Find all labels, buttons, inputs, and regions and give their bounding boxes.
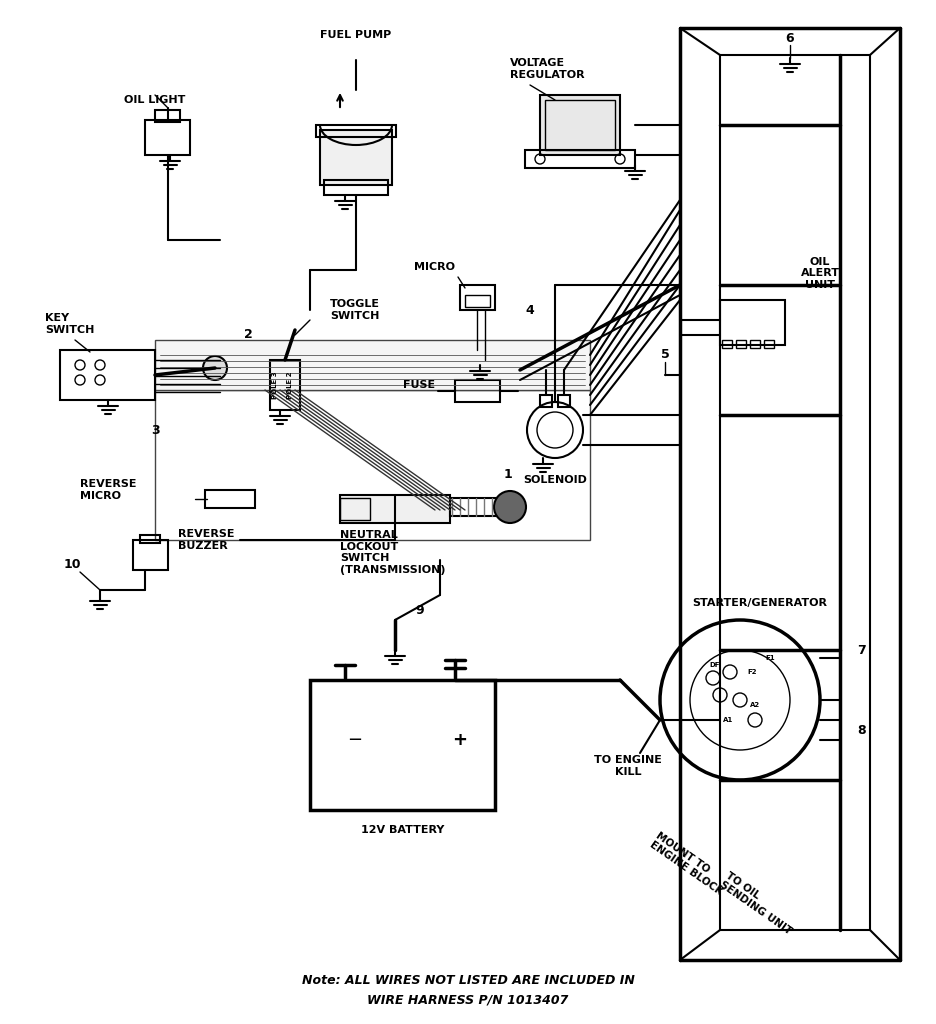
Text: +: + — [452, 731, 467, 749]
Bar — [465, 295, 490, 307]
Text: 7: 7 — [857, 643, 867, 656]
Text: 4: 4 — [526, 303, 534, 316]
Text: F2: F2 — [747, 669, 756, 675]
Bar — [310, 680, 495, 810]
Bar — [450, 498, 505, 516]
Bar — [133, 540, 168, 570]
Text: NEUTRAL
LOCKOUT
SWITCH
(TRANSMISSION): NEUTRAL LOCKOUT SWITCH (TRANSMISSION) — [340, 530, 446, 574]
Text: TO ENGINE
KILL: TO ENGINE KILL — [594, 755, 662, 776]
Text: SOLENOID: SOLENOID — [523, 475, 587, 485]
Bar — [324, 180, 388, 195]
Text: 8: 8 — [857, 724, 867, 736]
Text: POLE 3: POLE 3 — [272, 371, 278, 398]
Text: OIL
ALERT
UNIT: OIL ALERT UNIT — [800, 257, 840, 290]
Text: FUEL PUMP: FUEL PUMP — [320, 30, 391, 40]
Text: −: − — [347, 731, 362, 749]
Text: KEY
SWITCH: KEY SWITCH — [45, 313, 95, 335]
Text: REVERSE
MICRO: REVERSE MICRO — [80, 479, 137, 501]
Bar — [320, 130, 392, 185]
Text: WIRE HARNESS P/N 1013407: WIRE HARNESS P/N 1013407 — [367, 993, 569, 1007]
Bar — [155, 110, 180, 122]
Text: 1: 1 — [504, 469, 512, 481]
Text: F1: F1 — [766, 655, 775, 662]
Bar — [720, 300, 785, 345]
Text: MICRO: MICRO — [414, 262, 455, 272]
Text: TO OIL
SENDING UNIT: TO OIL SENDING UNIT — [718, 870, 799, 937]
Text: 2: 2 — [243, 329, 253, 341]
Bar — [558, 395, 570, 407]
Bar — [60, 350, 155, 400]
Circle shape — [494, 490, 526, 523]
Text: 3: 3 — [151, 424, 159, 436]
Bar — [736, 340, 746, 348]
Polygon shape — [155, 340, 590, 390]
Text: POLE 2: POLE 2 — [287, 372, 293, 398]
Text: FUSE: FUSE — [402, 380, 435, 390]
Circle shape — [203, 356, 227, 380]
Bar — [455, 380, 500, 402]
Text: OIL LIGHT: OIL LIGHT — [124, 95, 185, 105]
Bar — [525, 150, 635, 168]
Bar — [540, 395, 552, 407]
Text: TOGGLE
SWITCH: TOGGLE SWITCH — [330, 299, 380, 321]
Text: VOLTAGE
REGULATOR: VOLTAGE REGULATOR — [510, 58, 585, 80]
Text: 6: 6 — [785, 32, 795, 44]
Text: DF: DF — [709, 662, 720, 668]
Bar — [145, 120, 190, 155]
Bar — [722, 340, 732, 348]
Text: A2: A2 — [750, 702, 760, 708]
Text: STARTER/GENERATOR: STARTER/GENERATOR — [693, 598, 827, 608]
Bar — [140, 535, 160, 543]
Text: 12V BATTERY: 12V BATTERY — [361, 825, 445, 835]
Text: 9: 9 — [416, 603, 424, 616]
Bar — [540, 95, 620, 155]
Text: 5: 5 — [661, 348, 669, 361]
Bar — [205, 490, 255, 508]
Text: A1: A1 — [723, 717, 733, 723]
Bar — [545, 100, 615, 150]
Bar — [316, 125, 396, 137]
Bar — [340, 495, 450, 523]
Text: Note: ALL WIRES NOT LISTED ARE INCLUDED IN: Note: ALL WIRES NOT LISTED ARE INCLUDED … — [301, 974, 635, 986]
Bar — [270, 360, 300, 410]
Text: MOUNT TO
ENGINE BLOCK: MOUNT TO ENGINE BLOCK — [648, 830, 731, 897]
Text: 10: 10 — [64, 558, 80, 571]
Bar — [460, 285, 495, 310]
Bar — [340, 498, 370, 520]
Text: REVERSE
BUZZER: REVERSE BUZZER — [178, 529, 235, 551]
Bar — [764, 340, 774, 348]
Bar — [750, 340, 760, 348]
